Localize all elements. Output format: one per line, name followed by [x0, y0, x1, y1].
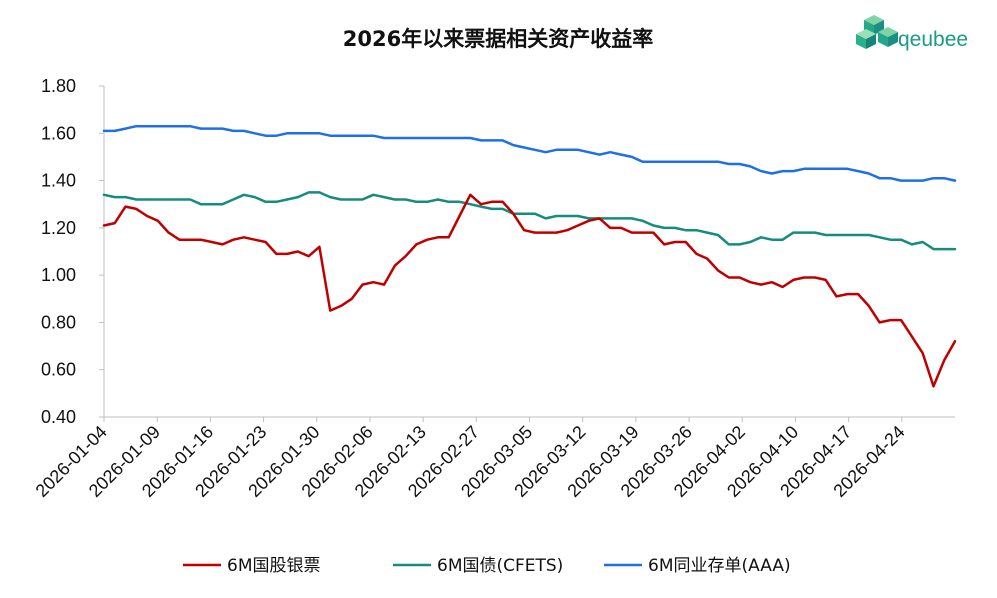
legend-label: 6M国股银票	[227, 556, 320, 576]
logo-text: qeubee	[898, 28, 968, 51]
legend-label: 6M同业存单(AAA)	[648, 556, 791, 576]
y-tick-label: 1.40	[41, 171, 76, 191]
series-line	[102, 191, 957, 251]
y-tick-label: 1.20	[41, 218, 76, 238]
legend-label: 6M国债(CFETS)	[437, 556, 563, 576]
y-tick-label: 1.80	[41, 76, 76, 96]
chart-title: 2026年以来票据相关资产收益率	[343, 27, 653, 51]
y-tick-label: 0.60	[41, 360, 76, 380]
series-line	[102, 124, 957, 182]
y-tick-label: 0.80	[41, 312, 76, 332]
y-tick-label: 0.40	[41, 407, 76, 427]
series-line	[102, 193, 957, 388]
y-tick-label: 1.60	[41, 123, 76, 143]
cube-cluster-logo-icon	[856, 15, 898, 49]
logo: qeubee	[856, 15, 968, 51]
y-tick-label: 1.00	[41, 265, 76, 285]
